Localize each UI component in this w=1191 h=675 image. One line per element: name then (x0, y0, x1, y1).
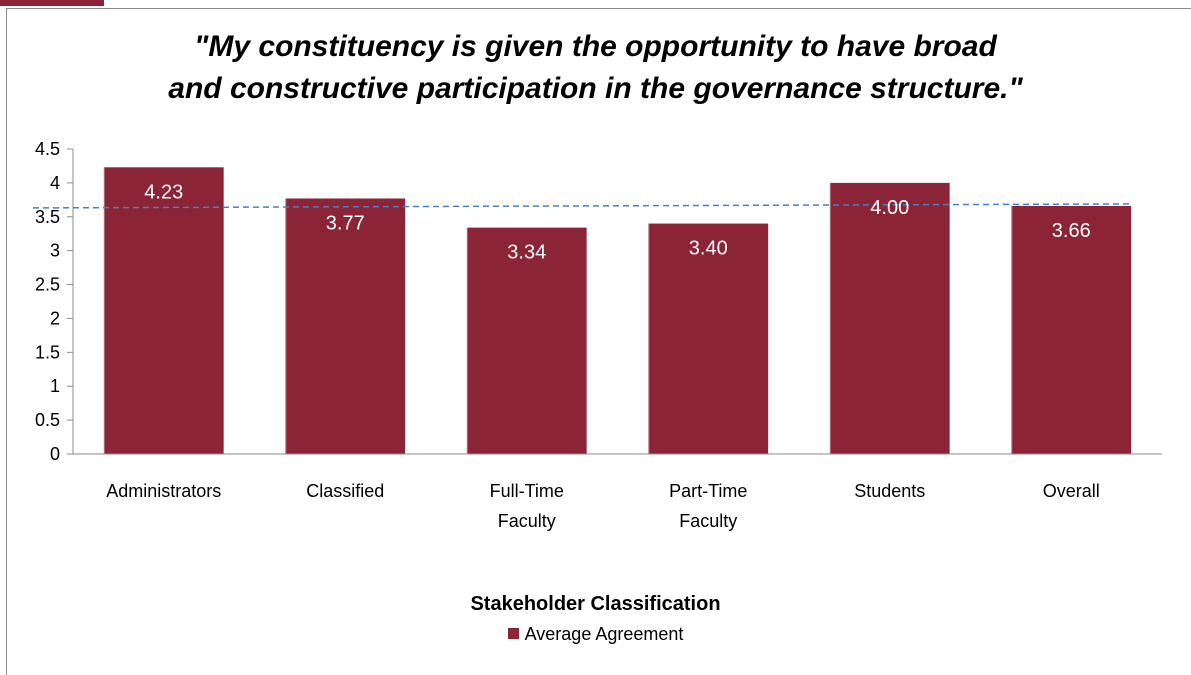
chart-legend: Average Agreement (0, 624, 1191, 645)
x-axis-title: Stakeholder Classification (470, 593, 721, 615)
bar (1011, 205, 1132, 454)
bar (285, 198, 406, 454)
average-reference-line (32, 203, 1131, 209)
corner-accent-mark (0, 0, 104, 6)
bar (648, 223, 769, 454)
y-tick-label: 4.5 (35, 139, 60, 159)
x-category-label: Classified (306, 481, 384, 501)
x-category-label: Full-Time (490, 481, 564, 501)
y-tick-label: 3.5 (35, 207, 60, 227)
y-tick-label: 2.5 (35, 275, 60, 295)
y-tick-label: 3 (50, 241, 60, 261)
y-tick-label: 4 (50, 173, 60, 193)
chart-title-line-2: and constructive participation in the go… (168, 72, 1023, 105)
y-tick-label: 0.5 (35, 410, 60, 430)
chart-frame (6, 8, 1191, 675)
x-category-label: Faculty (498, 511, 556, 531)
x-category-label: Administrators (106, 481, 221, 501)
data-label: 3.34 (507, 242, 546, 264)
legend-label: Average Agreement (524, 624, 684, 644)
x-category-label: Part-Time (669, 481, 747, 501)
x-category-label: Students (854, 481, 925, 501)
x-category-label: Overall (1043, 481, 1100, 501)
chart-title: "My constituency is given the opportunit… (0, 26, 1191, 110)
data-label: 4.00 (870, 197, 909, 219)
bar (466, 227, 587, 454)
legend-swatch (507, 628, 519, 639)
y-tick-label: 0 (50, 444, 60, 464)
y-tick-label: 2 (50, 308, 60, 328)
bar (829, 182, 950, 454)
y-tick-label: 1.5 (35, 342, 60, 362)
data-label: 3.40 (689, 238, 728, 260)
chart-title-line-1: "My constituency is given the opportunit… (194, 30, 997, 63)
data-label: 4.23 (144, 181, 183, 203)
data-label: 3.77 (326, 212, 365, 234)
x-category-label: Faculty (679, 511, 737, 531)
data-label: 3.66 (1052, 220, 1091, 242)
bar (103, 167, 224, 455)
y-tick-label: 1 (50, 376, 60, 396)
